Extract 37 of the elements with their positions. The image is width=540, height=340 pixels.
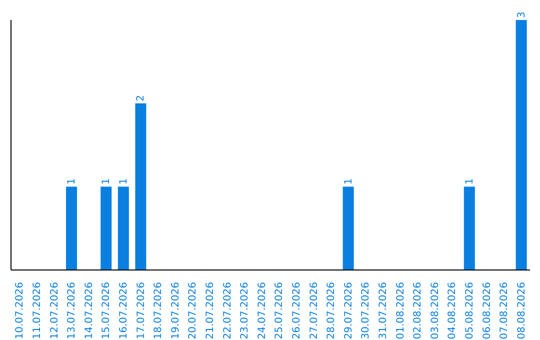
x-tick-label: 01.08.2026 [395,282,406,340]
x-tick-label: 25.07.2026 [274,282,286,340]
data-label: 1 [118,178,130,185]
x-tick-label: 14.07.2026 [84,282,95,340]
x-tick-label: 10.07.2026 [14,282,26,340]
data-label: 1 [66,178,78,185]
x-tick-label: 31.07.2026 [378,282,389,340]
x-tick-label: 24.07.2026 [256,282,268,340]
x-tick-label: 26.07.2026 [291,282,302,340]
x-tick-label: 23.07.2026 [240,282,251,340]
x-tick-label: 13.07.2026 [66,282,78,340]
x-tick-label: 18.07.2026 [153,282,164,340]
x-tick-label: 11.07.2026 [32,282,43,340]
x-tick-label: 21.07.2026 [204,282,216,340]
x-tick-label: 04.08.2026 [447,282,458,340]
x-tick-label: 08.08.2026 [516,282,528,340]
data-label: 3 [516,12,528,18]
x-tick-label: 19.07.2026 [170,282,182,340]
x-tick-label: 29.07.2026 [343,282,354,340]
x-tick-label: 28.07.2026 [326,282,338,340]
x-tick-label: 20.07.2026 [188,282,199,340]
x-tick-label: 27.07.2026 [308,282,320,340]
x-tick-label: 16.07.2026 [118,282,130,340]
x-tick-label: 03.08.2026 [430,282,441,340]
data-label: 1 [343,178,354,185]
data-label: 2 [136,94,147,102]
x-tick-label: 07.08.2026 [499,282,510,340]
x-tick-label: 12.07.2026 [49,282,60,340]
x-tick-label: 17.07.2026 [136,282,147,340]
x-tick-label: 02.08.2026 [412,282,424,340]
x-tick-label: 06.08.2026 [482,282,493,340]
x-tick-label: 05.08.2026 [464,282,476,340]
data-label: 1 [101,178,112,185]
data-label: 1 [464,178,476,185]
x-tick-label: 22.07.2026 [222,282,234,340]
x-tick-label: 15.07.2026 [101,282,112,340]
x-tick-label: 30.07.2026 [360,282,372,340]
